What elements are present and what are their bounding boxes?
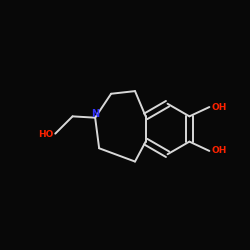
Text: OH: OH: [212, 146, 227, 156]
Text: N: N: [91, 109, 99, 119]
Text: OH: OH: [212, 102, 227, 112]
Text: HO: HO: [38, 130, 53, 139]
